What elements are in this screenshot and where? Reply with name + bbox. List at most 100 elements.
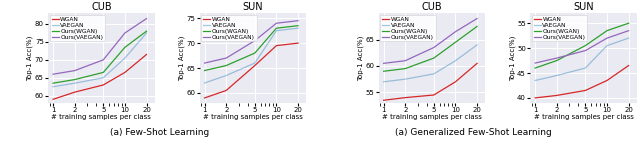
VAEGAN [251,62,259,64]
Ours(VAEGAN) [49,73,57,75]
Line: WGAN: WGAN [53,55,147,99]
WGAN [380,99,387,101]
Ours(VAEGAN) [582,50,589,51]
VAEGAN [273,30,280,32]
VAEGAN [430,73,438,75]
WGAN [49,98,57,100]
WGAN [603,80,611,81]
Ours(WGAN) [380,70,387,72]
Ours(WGAN) [201,70,209,71]
Ours(WGAN) [625,22,632,24]
VAEGAN [473,44,481,46]
Ours(WGAN) [553,60,561,61]
WGAN [452,81,460,83]
VAEGAN [143,32,150,34]
Ours(VAEGAN) [143,18,150,20]
Title: CUB: CUB [422,2,442,12]
Line: Ours(VAEGAN): Ours(VAEGAN) [535,31,628,63]
Text: (a) Generalized Few-Shot Learning: (a) Generalized Few-Shot Learning [396,128,552,137]
WGAN [553,95,561,96]
Ours(VAEGAN) [625,30,632,32]
Ours(WGAN) [99,72,107,73]
Ours(VAEGAN) [251,40,259,41]
VAEGAN [121,57,129,59]
Legend: WGAN, VAEGAN, Ours(WGAN), Ours(VAEGAN): WGAN, VAEGAN, Ours(WGAN), Ours(VAEGAN) [380,15,436,41]
WGAN [222,90,230,91]
Ours(VAEGAN) [294,20,302,22]
Line: Ours(VAEGAN): Ours(VAEGAN) [53,19,147,74]
Legend: WGAN, VAEGAN, Ours(WGAN), Ours(VAEGAN): WGAN, VAEGAN, Ours(WGAN), Ours(VAEGAN) [202,15,257,41]
Ours(VAEGAN) [473,18,481,19]
Ours(WGAN) [273,27,280,29]
Ours(WGAN) [251,52,259,54]
WGAN [99,84,107,86]
Legend: WGAN, VAEGAN, Ours(WGAN), Ours(VAEGAN): WGAN, VAEGAN, Ours(WGAN), Ours(VAEGAN) [532,15,587,41]
Text: (a) Few-Shot Learning: (a) Few-Shot Learning [110,128,210,137]
Ours(VAEGAN) [121,32,129,34]
WGAN [531,97,539,99]
VAEGAN [222,75,230,76]
Y-axis label: Top-1 Acc(%): Top-1 Acc(%) [509,35,516,81]
Line: WGAN: WGAN [383,63,477,100]
Ours(WGAN) [49,82,57,84]
Line: Ours(WGAN): Ours(WGAN) [53,31,147,83]
Ours(VAEGAN) [531,62,539,64]
Line: Ours(WGAN): Ours(WGAN) [535,23,628,68]
Y-axis label: Top-1 Acc(%): Top-1 Acc(%) [179,35,185,81]
Ours(WGAN) [71,79,79,80]
X-axis label: # training samples per class: # training samples per class [534,115,634,120]
Ours(WGAN) [121,46,129,48]
X-axis label: # training samples per class: # training samples per class [382,115,482,120]
Ours(VAEGAN) [201,62,209,64]
Title: CUB: CUB [91,2,111,12]
Line: Ours(VAEGAN): Ours(VAEGAN) [383,19,477,63]
Ours(WGAN) [582,45,589,46]
WGAN [625,65,632,66]
Line: Ours(WGAN): Ours(WGAN) [383,26,477,71]
Legend: WGAN, VAEGAN, Ours(WGAN), Ours(VAEGAN): WGAN, VAEGAN, Ours(WGAN), Ours(VAEGAN) [50,15,105,41]
Ours(VAEGAN) [222,57,230,59]
Title: SUN: SUN [243,2,263,12]
Line: WGAN: WGAN [205,43,298,98]
Ours(WGAN) [603,30,611,32]
Ours(VAEGAN) [401,60,409,62]
Ours(VAEGAN) [380,62,387,64]
Ours(VAEGAN) [99,59,107,61]
WGAN [121,72,129,73]
Y-axis label: Top-1 Acc(%): Top-1 Acc(%) [358,35,364,81]
Line: VAEGAN: VAEGAN [53,33,147,87]
Ours(WGAN) [401,68,409,70]
Ours(VAEGAN) [273,22,280,24]
X-axis label: # training samples per class: # training samples per class [203,115,303,120]
X-axis label: # training samples per class: # training samples per class [51,115,151,120]
VAEGAN [401,78,409,80]
VAEGAN [625,37,632,39]
Line: VAEGAN: VAEGAN [383,45,477,82]
Title: SUN: SUN [573,2,594,12]
Ours(WGAN) [452,41,460,43]
WGAN [473,62,481,64]
Line: WGAN: WGAN [535,66,628,98]
VAEGAN [582,67,589,69]
Ours(VAEGAN) [452,31,460,33]
VAEGAN [452,60,460,62]
WGAN [401,97,409,98]
WGAN [273,45,280,46]
VAEGAN [603,45,611,46]
VAEGAN [531,80,539,81]
Ours(VAEGAN) [603,37,611,39]
Ours(WGAN) [143,30,150,32]
WGAN [430,94,438,96]
Ours(WGAN) [473,26,481,27]
Ours(VAEGAN) [430,47,438,48]
Line: Ours(WGAN): Ours(WGAN) [205,26,298,71]
Ours(WGAN) [294,25,302,27]
Ours(VAEGAN) [71,70,79,71]
VAEGAN [49,86,57,88]
WGAN [251,65,259,66]
WGAN [294,42,302,44]
Y-axis label: Top-1 Acc(%): Top-1 Acc(%) [27,35,33,81]
WGAN [582,90,589,91]
VAEGAN [294,27,302,29]
VAEGAN [99,77,107,79]
